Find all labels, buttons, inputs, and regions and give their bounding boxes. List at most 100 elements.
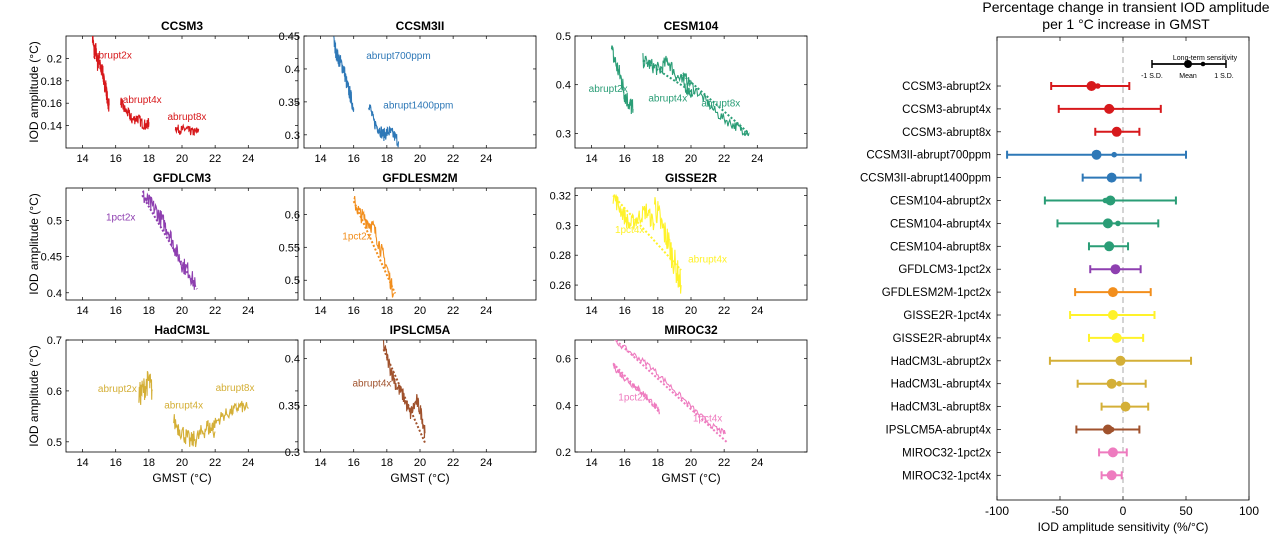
x-tick-label: 18 — [652, 457, 664, 469]
legend-title: Long-term sensitivity — [1173, 55, 1238, 62]
mean-marker — [1105, 195, 1116, 206]
series-annotation: 1pct2x — [106, 213, 135, 224]
series-line-1pct2x — [353, 195, 395, 298]
x-tick-label: 24 — [480, 153, 492, 165]
series-annotation: abrupt700ppm — [366, 51, 431, 62]
x-tick-label: 20 — [414, 153, 426, 165]
x-tick-label: 20 — [176, 153, 188, 165]
series-annotation: abrupt4x — [688, 255, 727, 266]
mean-marker — [1106, 378, 1117, 389]
forest-row-label: CCSM3II-abrupt700ppm — [866, 150, 991, 162]
trend-line — [352, 200, 397, 294]
legend-label-minus-sd: -1 S.D. — [1141, 73, 1163, 80]
y-tick-label: 0.18 — [41, 76, 62, 88]
panel-frame — [574, 187, 808, 301]
series-annotation: 1pct2x — [618, 393, 647, 404]
series-annotation: abrupt2x — [98, 384, 137, 395]
y-tick-label: 0.14 — [41, 121, 62, 133]
mean-marker — [1107, 287, 1118, 298]
trend-line — [642, 59, 697, 96]
x-tick-label: 14 — [585, 457, 597, 469]
legend-label-plus-sd: 1 S.D. — [1214, 73, 1234, 80]
series-line-abrupt1400ppm — [368, 104, 400, 148]
panel-title: GISSE2R — [665, 171, 717, 185]
forest-row-label: MIROC32-1pct4x — [902, 470, 991, 482]
mean-marker — [1106, 172, 1117, 183]
forest-row: HadCM3L-abrupt8x — [891, 401, 1150, 414]
panel-frame — [303, 339, 537, 453]
x-tick-label: 22 — [447, 457, 459, 469]
forest-row-label: GFDLESM2M-1pct2x — [882, 287, 992, 299]
forest-row-label: HadCM3L-abrupt4x — [891, 379, 992, 391]
series-annotation: abrupt4x — [352, 379, 391, 390]
y-tick-label: 0.4 — [285, 64, 300, 76]
series-annotation: abrupt8x — [168, 112, 207, 123]
forest-row: CCSM3II-abrupt700ppm — [866, 149, 1187, 162]
forest-row: GISSE2R-abrupt4x — [893, 332, 1145, 345]
y-tick-label: 0.55 — [279, 242, 300, 254]
trend-line — [612, 194, 682, 271]
panel-title: IPSLCM5A — [390, 323, 451, 337]
forest-row-label: GISSE2R-1pct4x — [903, 310, 991, 322]
forest-row-label: GISSE2R-abrupt4x — [893, 333, 992, 345]
series-line-abrupt2x — [138, 370, 153, 405]
x-tick-label: 22 — [718, 305, 730, 317]
forest-row-label: MIROC32-1pct2x — [902, 447, 991, 459]
x-tick-label: 16 — [619, 153, 631, 165]
y-tick-label: 0.4 — [47, 288, 62, 300]
y-tick-label: 0.4 — [556, 80, 571, 92]
panel-plot-area — [612, 340, 729, 444]
series-annotation: 1pct4x — [615, 225, 644, 236]
forest-x-tick-label: 50 — [1179, 504, 1193, 518]
x-tick-label: 24 — [242, 153, 254, 165]
forest-row-label: HadCM3L-abrupt2x — [891, 356, 992, 368]
forest-title-line1: Percentage change in transient IOD ampli… — [982, 0, 1269, 15]
x-tick-label: 18 — [143, 305, 155, 317]
forest-row: CESM104-abrupt8x — [890, 241, 1130, 253]
x-tick-label: 14 — [76, 457, 88, 469]
panel-plot-area — [333, 36, 400, 148]
forest-row: CCSM3-abrupt8x — [902, 126, 1141, 139]
y-tick-label: 0.4 — [285, 354, 300, 366]
forest-row-label: HadCM3L-abrupt8x — [891, 402, 992, 414]
x-tick-label: 20 — [685, 457, 697, 469]
forest-row-label: CCSM3-abrupt2x — [902, 81, 991, 93]
series-annotation: abrupt4x — [648, 94, 687, 105]
panel-cesm104: CESM104 14 16 18 20 22 24 0.3 0.4 0.5 abrupt2x abru… — [556, 19, 808, 165]
forest-row-label: CCSM3-abrupt4x — [902, 104, 991, 116]
panel-plot-area — [610, 44, 750, 137]
y-tick-label: 0.5 — [285, 275, 300, 287]
x-tick-label: 22 — [209, 153, 221, 165]
panel-ylabel: IOD amplitude (°C) — [27, 345, 41, 447]
forest-row-label: GFDLCM3-1pct2x — [898, 264, 991, 276]
forest-row: CCSM3-abrupt4x — [902, 103, 1162, 116]
x-tick-label: 16 — [348, 305, 360, 317]
mean-marker — [1107, 447, 1118, 458]
x-tick-label: 24 — [480, 457, 492, 469]
y-tick-label: 0.6 — [47, 386, 62, 398]
panel-ccsm3: CCSM3 14 16 18 20 22 24 0.14 0.16 0.18 0.2 abrupt2x… — [27, 19, 299, 165]
y-tick-label: 0.5 — [47, 437, 62, 449]
forest-row: MIROC32-1pct2x — [902, 447, 1128, 459]
y-tick-label: 0.6 — [285, 209, 300, 221]
x-tick-label: 24 — [480, 305, 492, 317]
x-tick-label: 16 — [110, 305, 122, 317]
x-tick-label: 16 — [348, 153, 360, 165]
longterm-mean-dot — [1115, 220, 1121, 227]
y-tick-label: 0.2 — [47, 53, 62, 65]
panel-plot-area — [91, 36, 200, 136]
x-tick-label: 20 — [685, 305, 697, 317]
x-tick-label: 22 — [718, 457, 730, 469]
panel-ylabel: IOD amplitude (°C) — [27, 41, 41, 143]
series-annotation: 1pct2x — [342, 231, 371, 242]
x-tick-label: 24 — [242, 305, 254, 317]
trend-line — [614, 340, 729, 444]
forest-row: CESM104-abrupt4x — [890, 218, 1160, 230]
forest-row: CCSM3II-abrupt1400ppm — [860, 172, 1142, 185]
x-tick-label: 20 — [414, 457, 426, 469]
series-line-1pct4x — [612, 194, 656, 231]
x-tick-label: 18 — [381, 305, 393, 317]
series-line-1pct2x — [612, 364, 661, 415]
forest-row: GFDLCM3-1pct2x — [898, 264, 1142, 276]
series-line-abrupt2x — [610, 44, 634, 115]
